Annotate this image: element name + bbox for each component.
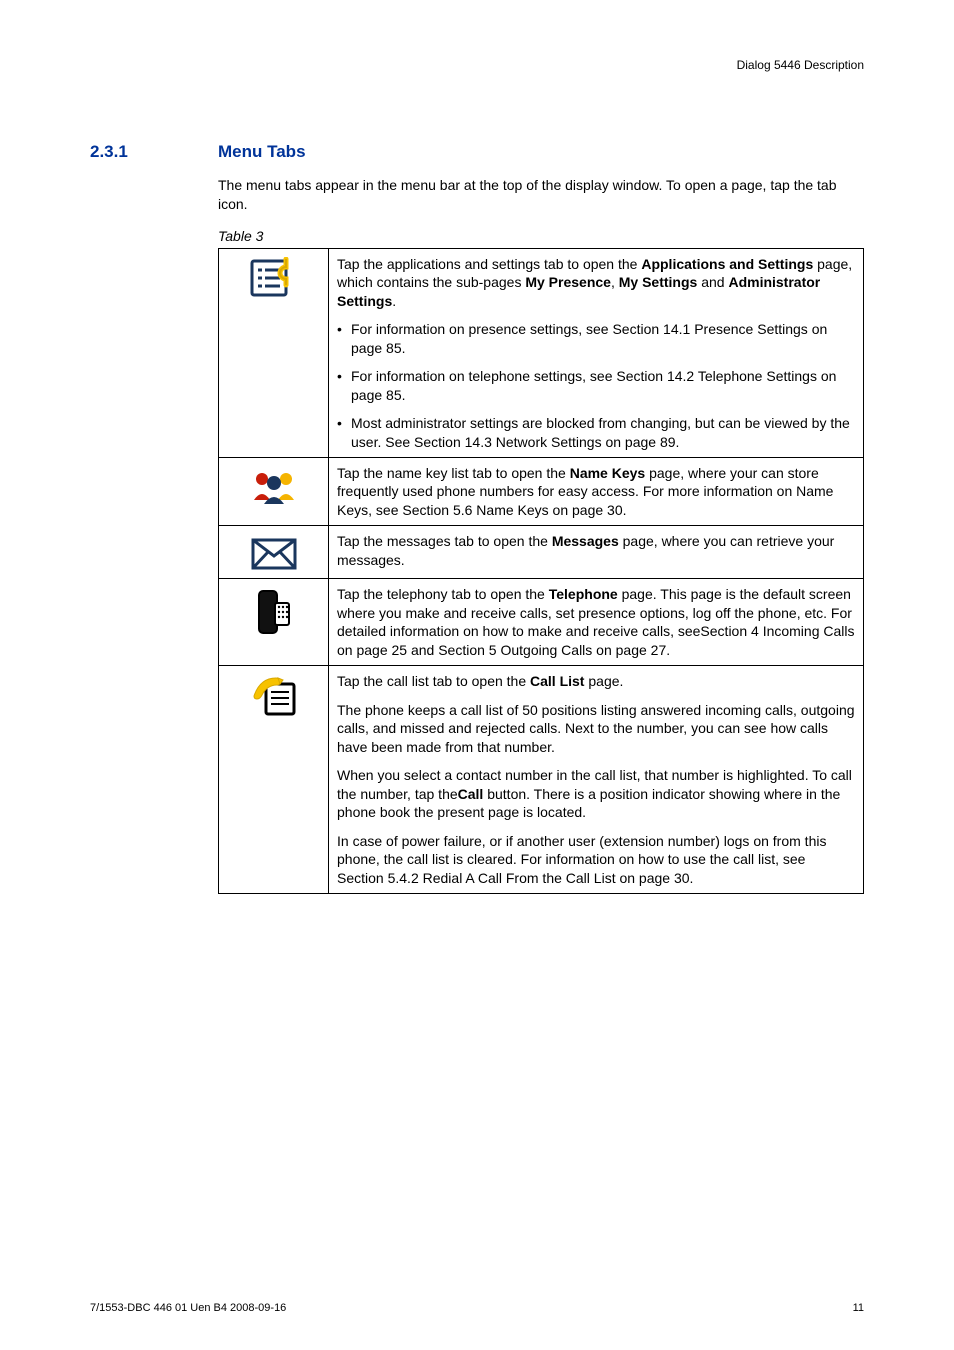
page-footer: 7/1553-DBC 446 01 Uen B4 2008-09-16 11 (90, 1302, 864, 1314)
section-title: Menu Tabs (218, 142, 306, 162)
cell-description: Tap the telephony tab to open the Teleph… (329, 579, 864, 666)
cell-paragraph: Tap the messages tab to open the Message… (337, 532, 855, 569)
footer-page-number: 11 (853, 1302, 864, 1314)
cell-description: Tap the messages tab to open the Message… (329, 526, 864, 579)
section-heading: 2.3.1 Menu Tabs (90, 142, 864, 162)
telephony-icon (219, 579, 329, 666)
name-keys-icon (219, 458, 329, 526)
apps-settings-icon (219, 248, 329, 457)
cell-paragraph: Tap the name key list tab to open the Na… (337, 464, 855, 519)
messages-icon (219, 526, 329, 579)
cell-bullet: •Most administrator settings are blocked… (337, 414, 855, 451)
cell-paragraph: Tap the applications and settings tab to… (337, 255, 855, 310)
table-row: Tap the messages tab to open the Message… (219, 526, 864, 579)
cell-bullet: •For information on telephone settings, … (337, 367, 855, 404)
call-list-icon (219, 666, 329, 894)
section-number: 2.3.1 (90, 142, 218, 162)
cell-paragraph: The phone keeps a call list of 50 positi… (337, 701, 855, 756)
table-row: Tap the name key list tab to open the Na… (219, 458, 864, 526)
menu-tabs-table: Tap the applications and settings tab to… (218, 248, 864, 894)
cell-paragraph: In case of power failure, or if another … (337, 832, 855, 887)
cell-description: Tap the applications and settings tab to… (329, 248, 864, 457)
table-caption: Table 3 (218, 228, 864, 244)
cell-bullet: •For information on presence settings, s… (337, 320, 855, 357)
cell-paragraph: Tap the telephony tab to open the Teleph… (337, 585, 855, 659)
cell-description: Tap the name key list tab to open the Na… (329, 458, 864, 526)
intro-paragraph: The menu tabs appear in the menu bar at … (218, 176, 864, 214)
header-right: Dialog 5446 Description (90, 58, 864, 72)
footer-left: 7/1553-DBC 446 01 Uen B4 2008-09-16 (90, 1302, 286, 1314)
cell-paragraph: When you select a contact number in the … (337, 766, 855, 821)
table-row: Tap the call list tab to open the Call L… (219, 666, 864, 894)
table-row: Tap the applications and settings tab to… (219, 248, 864, 457)
table-row: Tap the telephony tab to open the Teleph… (219, 579, 864, 666)
cell-description: Tap the call list tab to open the Call L… (329, 666, 864, 894)
cell-paragraph: Tap the call list tab to open the Call L… (337, 672, 855, 690)
